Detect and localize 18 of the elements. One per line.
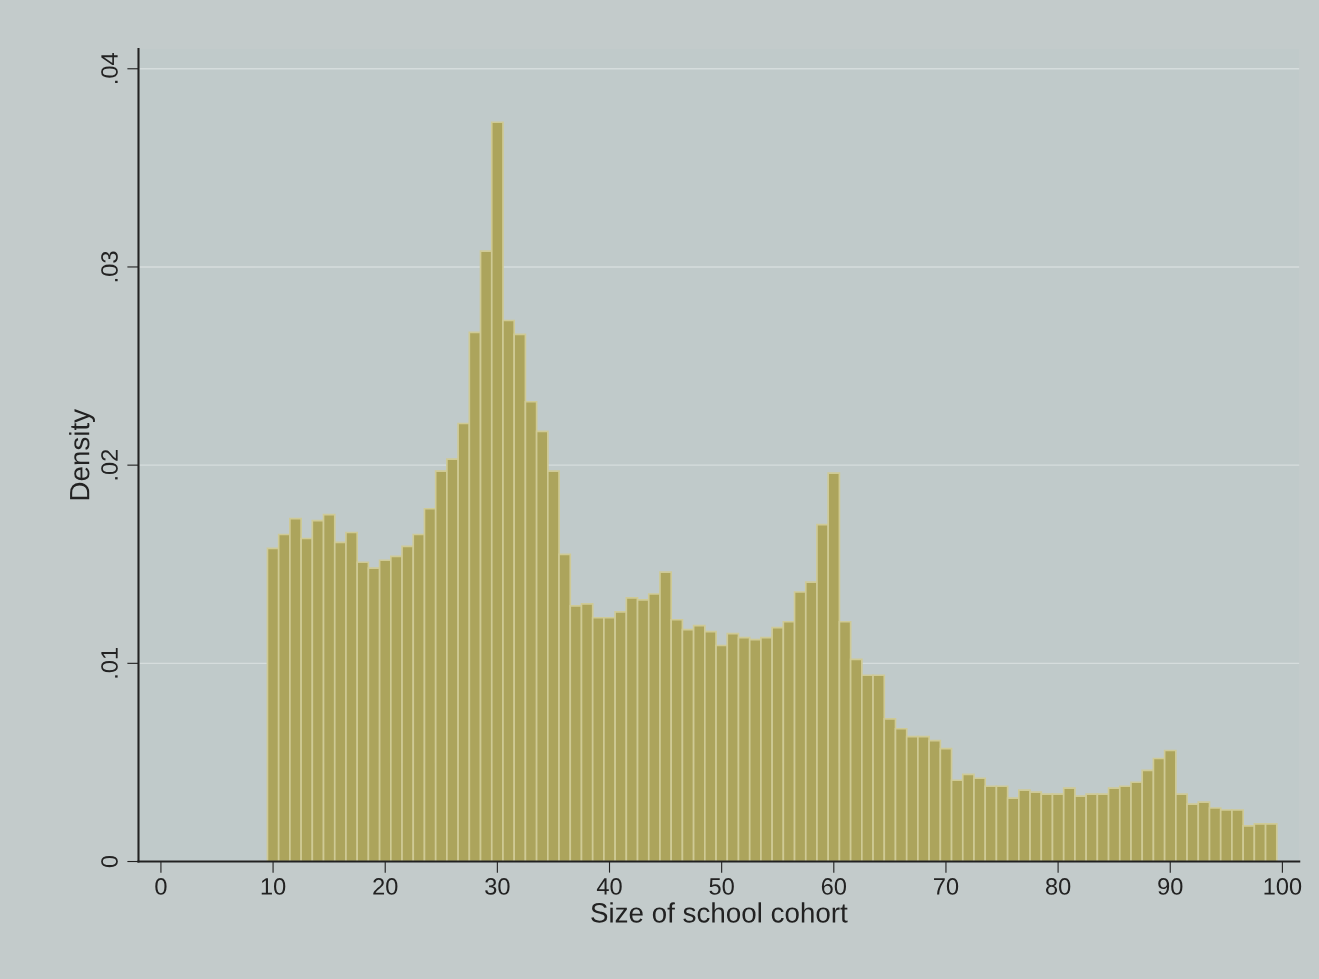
x-tick-label: 60 [821, 878, 847, 895]
x-tick-label: 10 [261, 878, 286, 895]
x-tick-label: 30 [485, 878, 510, 895]
x-axis-title: Size of school cohort [591, 902, 848, 923]
x-tick-label: 90 [1158, 878, 1183, 895]
x-tick-label: 40 [596, 878, 622, 895]
y-axis-title: Density [69, 408, 95, 500]
x-tick-label: 0 [155, 878, 167, 895]
y-tick-label: .01 [101, 648, 118, 678]
x-tick-label: 20 [373, 878, 398, 895]
y-tick-label: .02 [101, 449, 118, 480]
y-tick-label: .04 [101, 53, 118, 84]
x-tick-label: 100 [1264, 878, 1302, 895]
x-tick-label: 50 [709, 878, 734, 895]
x-tick-label: 70 [934, 878, 959, 895]
x-tick-label: 80 [1045, 878, 1071, 895]
y-tick-label: 0 [101, 855, 118, 868]
y-tick-label: .03 [101, 251, 118, 282]
